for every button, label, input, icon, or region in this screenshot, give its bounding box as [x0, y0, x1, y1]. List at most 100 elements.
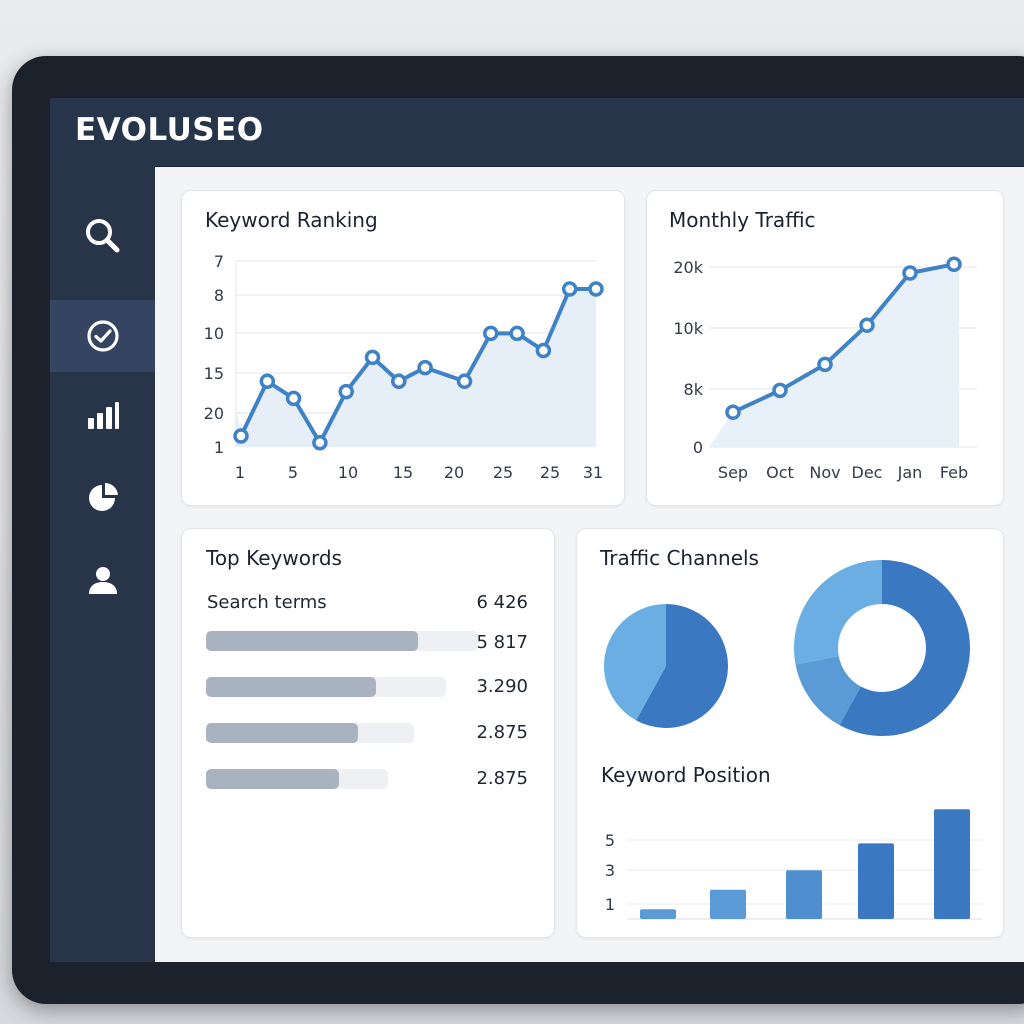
keyword-ranking-title: Keyword Ranking	[205, 208, 378, 232]
pie-slice	[604, 604, 666, 721]
ranking-point	[391, 373, 407, 390]
x-tick-label: 25	[493, 463, 513, 482]
traffic-point	[817, 356, 833, 373]
keyword-value: 2.875	[476, 768, 528, 789]
x-tick-label: Sep	[718, 463, 748, 482]
sidebar-item-analytics[interactable]	[50, 380, 155, 452]
x-tick-label: 11–20	[780, 933, 829, 935]
ranking-area	[236, 289, 596, 447]
sidebar-item-reports[interactable]	[50, 462, 155, 534]
top-keywords-title: Top Keywords	[206, 546, 342, 570]
ranking-point	[312, 435, 328, 451]
keyword-bar-fill	[206, 677, 377, 697]
y-tick-label: 10k	[673, 319, 703, 338]
monthly-traffic-title: Monthly Traffic	[669, 208, 816, 232]
x-tick-label: Alt	[941, 933, 963, 935]
keyword-bar-fill	[206, 723, 358, 743]
traffic-point	[859, 317, 875, 333]
ranking-point	[509, 325, 525, 342]
position-bar	[858, 843, 894, 919]
keyword-value: 5 817	[476, 632, 528, 653]
monthly-traffic-card: Monthly Traffic 20k 10k 8k 0 Sep Oct Nov Dec Jan…	[646, 190, 1004, 506]
x-tick-label: 15	[393, 463, 413, 482]
sidebar-item-search[interactable]	[50, 200, 155, 272]
x-tick-label: 4–10	[709, 933, 748, 935]
search-terms-label: Search terms	[207, 592, 327, 613]
position-bar	[640, 909, 676, 919]
keyword-bar-track	[206, 723, 414, 743]
sidebar-item-account[interactable]	[50, 544, 155, 616]
y-tick-label: 0	[693, 438, 703, 457]
x-tick-label: 1	[235, 463, 245, 482]
pie-slice	[636, 604, 728, 728]
x-tick-label: 21–50	[852, 933, 901, 935]
top-keywords-card: Top Keywords Search terms 6 426 5 817 3.…	[181, 528, 555, 938]
bar-chart-icon	[87, 402, 119, 429]
keyword-ranking-card: Keyword Ranking 7 8 10 15 20 1 1 5 10 15 20 25 25 31	[181, 190, 625, 506]
ranking-point	[456, 373, 473, 390]
sidebar-item-overview[interactable]	[50, 300, 155, 372]
search-terms-total: 6 426	[476, 592, 528, 613]
y-tick-label: 20k	[673, 258, 703, 277]
check-circle-icon	[86, 320, 119, 352]
user-icon	[88, 567, 117, 594]
x-tick-label: 31	[583, 463, 603, 482]
keyword-value: 3.290	[476, 676, 528, 697]
ranking-point	[417, 359, 433, 376]
ranking-point	[338, 383, 354, 400]
y-tick-label: 5	[605, 831, 615, 850]
app-title: EVOLUSEO	[75, 112, 264, 148]
y-tick-label: 1	[214, 438, 224, 457]
donut-slice	[839, 560, 970, 736]
donut-slice	[794, 560, 882, 665]
x-tick-label: Oct	[766, 463, 794, 482]
y-tick-label: 1	[605, 895, 615, 914]
keyword-bar-fill	[206, 769, 339, 789]
traffic-channels-chart	[604, 560, 970, 736]
x-tick-label: 10	[338, 463, 358, 482]
x-tick-label: 5	[288, 463, 298, 482]
keyword-bar-fill	[206, 631, 419, 651]
pie-chart-icon	[88, 482, 118, 511]
donut-slice	[795, 656, 861, 726]
keyword-position-title: Keyword Position	[601, 763, 771, 787]
keyword-value: 2.875	[476, 722, 528, 743]
y-tick-label: 20	[204, 404, 224, 423]
app-screen: EVOLUSEO	[50, 98, 1024, 962]
x-tick-label: 25	[540, 463, 560, 482]
x-tick-label: Feb	[940, 463, 968, 482]
y-tick-label: 8	[214, 286, 224, 305]
y-tick-label: 10	[204, 324, 224, 343]
position-bar	[710, 889, 746, 919]
traffic-point	[902, 265, 918, 281]
x-tick-label: 1–3	[644, 933, 672, 935]
keyword-bar-track	[206, 677, 446, 697]
traffic-channels-title: Traffic Channels	[600, 546, 759, 570]
x-tick-label: Dec	[852, 463, 883, 482]
top-bar: EVOLUSEO	[50, 98, 1024, 167]
ranking-point	[483, 325, 499, 342]
keyword-bar-track	[206, 631, 478, 651]
search-icon	[85, 219, 119, 253]
ranking-point	[588, 281, 604, 297]
traffic-area	[709, 264, 959, 447]
monthly-traffic-chart: 20k 10k 8k 0 Sep Oct Nov Dec Jan Feb	[673, 256, 977, 482]
x-tick-label: 20	[444, 463, 464, 482]
position-bar	[786, 870, 822, 919]
ranking-point	[259, 373, 276, 390]
ranking-point	[364, 349, 381, 366]
keyword-bar-track	[206, 769, 388, 789]
x-tick-label: Nov	[809, 463, 840, 482]
sidebar	[50, 166, 155, 962]
ranking-point	[561, 281, 578, 297]
ranking-point	[285, 390, 302, 407]
x-tick-label: Jan	[897, 463, 923, 482]
keyword-position-chart: 5 3 1 1–3 4–10 11–20 21–50 Alt	[605, 809, 982, 935]
y-tick-label: 3	[605, 861, 615, 880]
y-tick-label: 8k	[684, 380, 704, 399]
traffic-point	[725, 404, 741, 420]
traffic-point	[946, 256, 962, 273]
y-tick-label: 15	[204, 364, 224, 383]
ranking-point	[233, 428, 249, 444]
